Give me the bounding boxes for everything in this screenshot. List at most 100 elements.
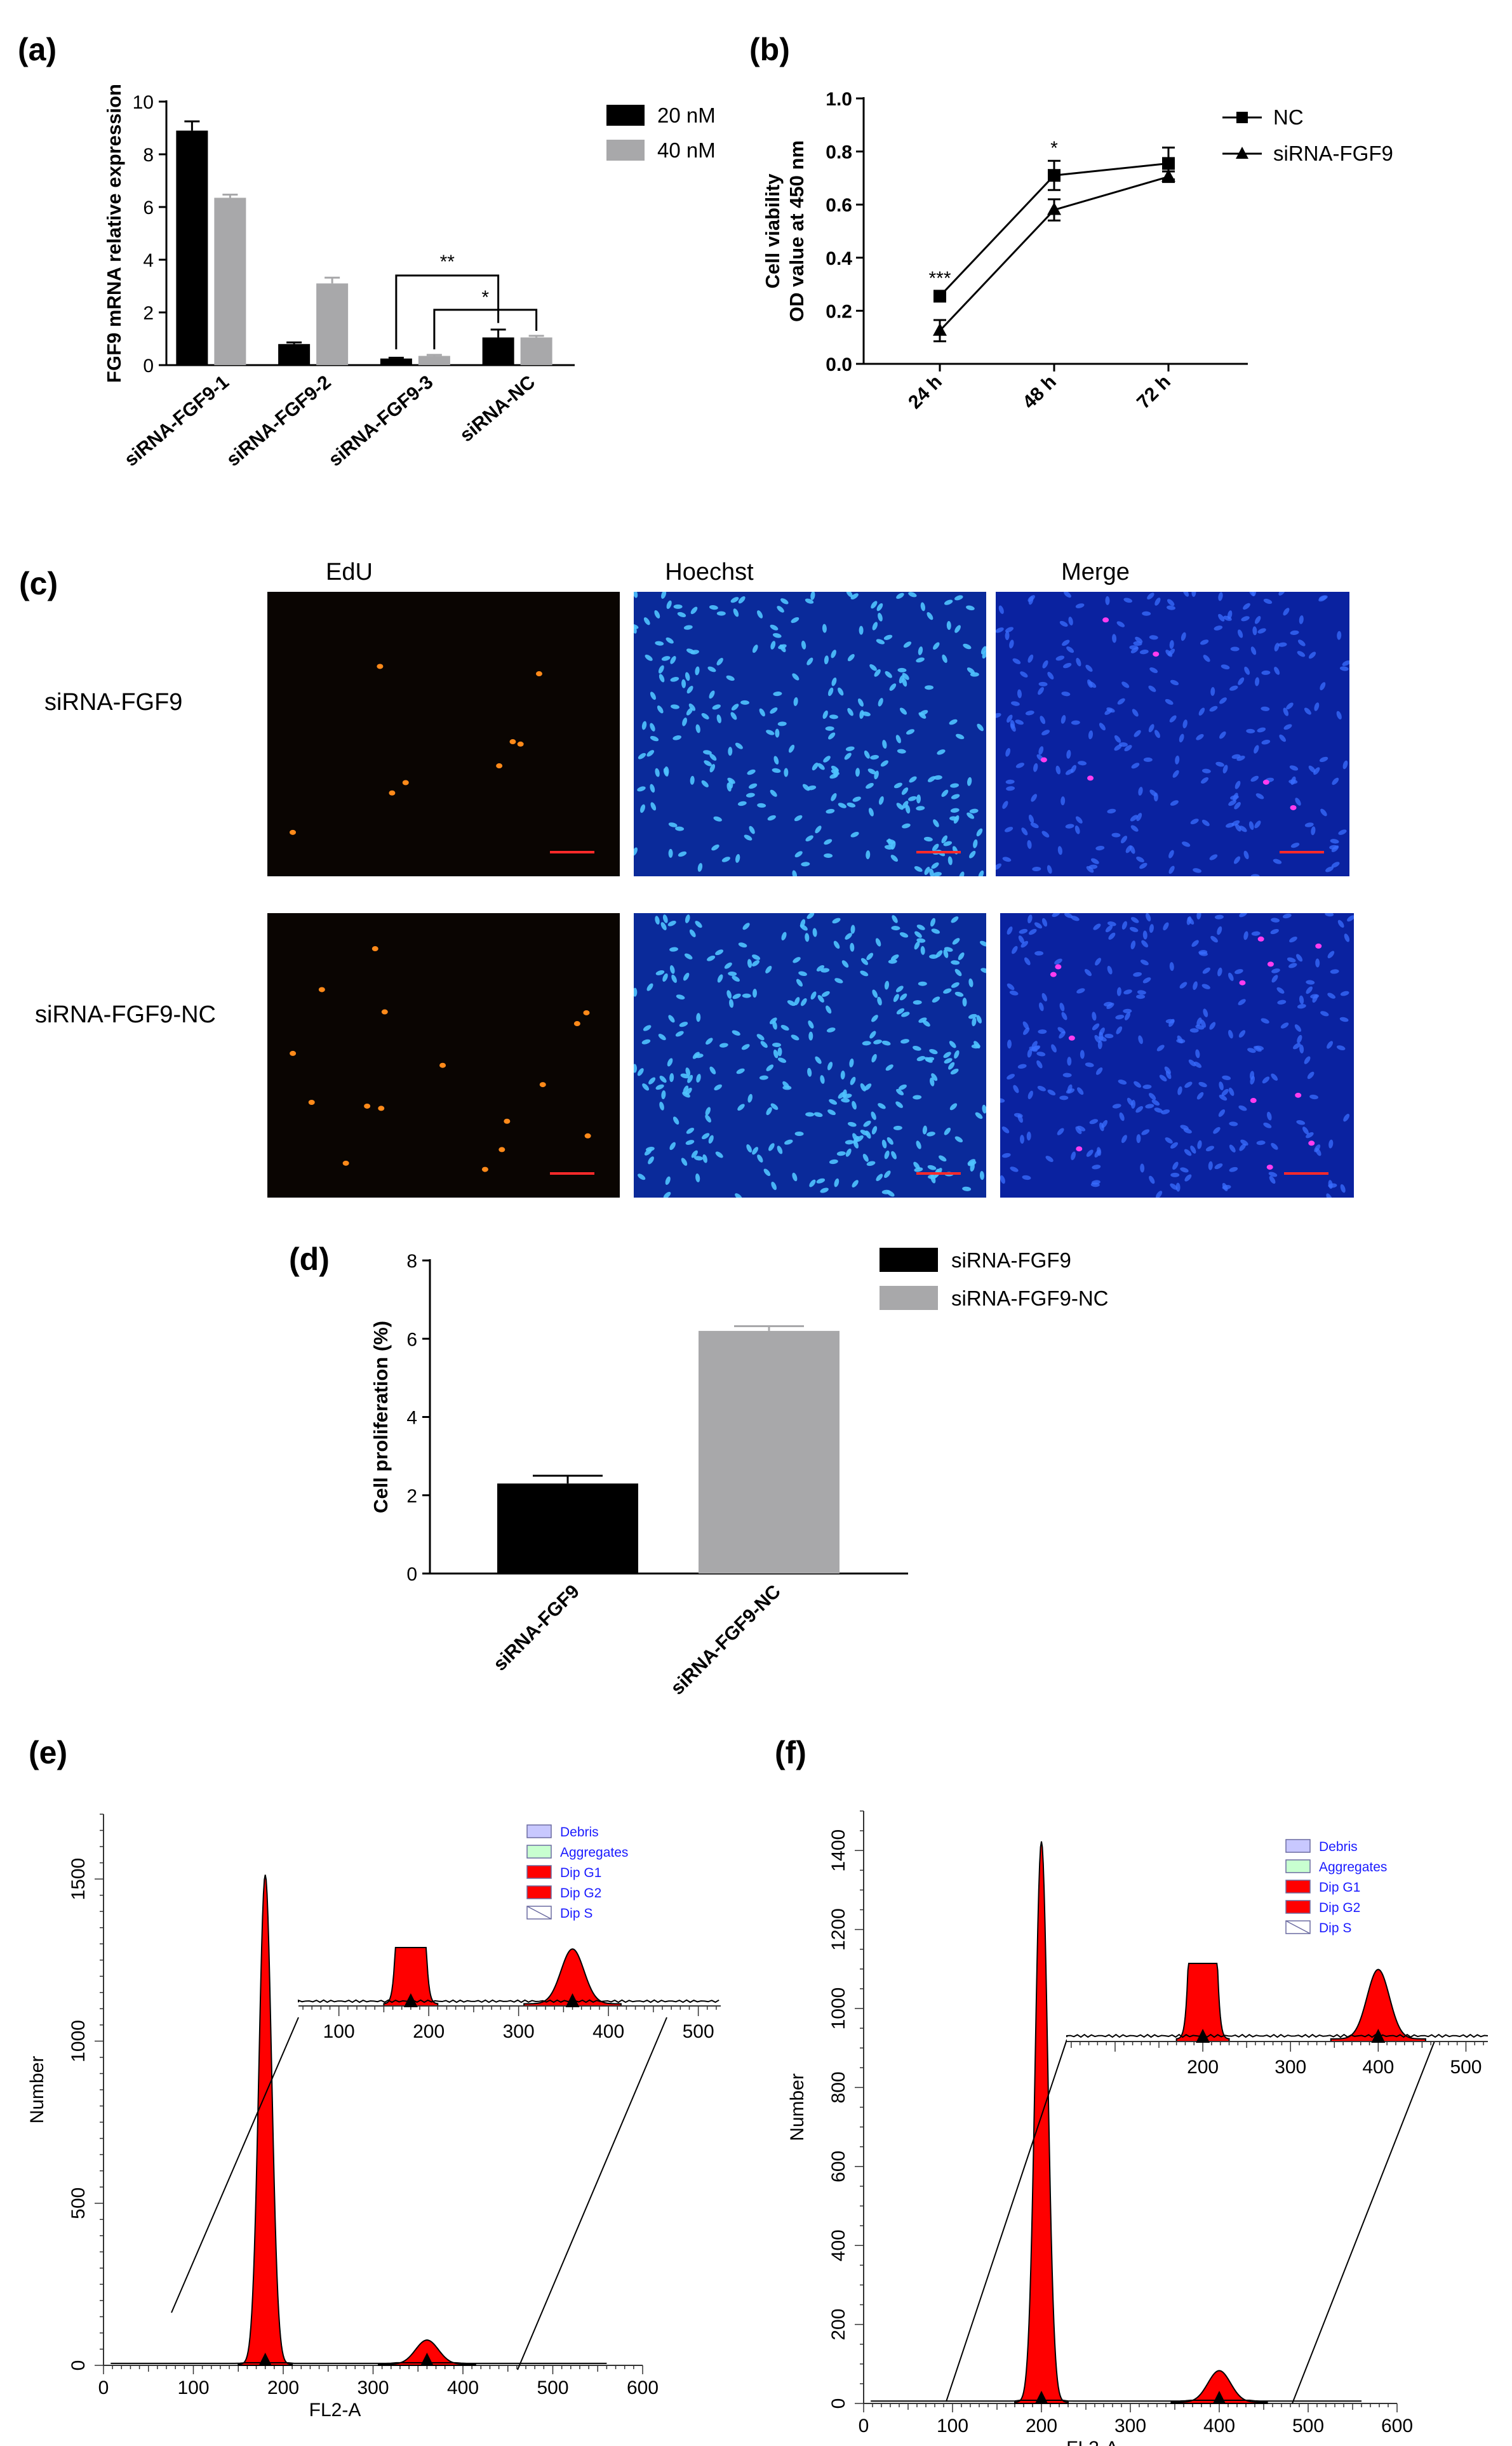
nucleus: [1327, 992, 1335, 999]
nucleus: [1045, 1156, 1054, 1162]
nucleus: [813, 1112, 823, 1118]
nucleus: [1243, 603, 1250, 610]
edu-positive-nucleus: [1266, 1165, 1273, 1170]
nucleus: [705, 1114, 711, 1123]
nucleus: [1010, 1166, 1019, 1172]
nucleus: [1337, 631, 1342, 640]
a-ytick-label: 6: [143, 197, 154, 218]
edu-positive-nucleus: [1295, 1092, 1302, 1098]
nucleus: [670, 677, 679, 682]
nucleus: [1289, 936, 1297, 943]
nucleus: [1269, 1175, 1276, 1184]
nucleus: [1105, 925, 1113, 933]
edu-positive-nucleus: [1315, 943, 1322, 949]
edu-positive-nucleus: [402, 780, 409, 785]
nucleus: [1176, 1038, 1186, 1043]
nucleus: [1123, 1008, 1132, 1013]
nucleus: [849, 1059, 854, 1067]
nucleus: [877, 996, 882, 1006]
nucleus: [1239, 1143, 1246, 1151]
nucleus: [1267, 1111, 1272, 1121]
nucleus: [821, 991, 830, 997]
nucleus: [860, 970, 869, 977]
nucleus: [1263, 1122, 1272, 1128]
m02-image: [996, 592, 1349, 876]
nucleus: [1293, 1043, 1301, 1050]
nucleus: [749, 825, 755, 834]
nucleus: [850, 593, 859, 600]
nucleus: [810, 991, 817, 1000]
nucleus: [834, 978, 843, 984]
nucleus: [1221, 1088, 1229, 1096]
row-title-sirna-fgf9-nc: siRNA-FGF9-NC: [35, 1001, 216, 1028]
nucleus: [914, 866, 923, 872]
nucleus: [1307, 1071, 1315, 1079]
nucleus: [958, 952, 965, 961]
nucleus: [816, 1178, 826, 1184]
nucleus: [662, 914, 668, 923]
nucleus: [943, 841, 953, 846]
fGroup-xtick-label: 200: [1026, 2416, 1057, 2436]
nucleus: [870, 754, 880, 760]
nucleus: [792, 870, 798, 876]
nucleus: [825, 726, 834, 731]
nucleus: [1028, 814, 1034, 824]
nucleus: [902, 672, 909, 680]
micrograph-background: [634, 592, 986, 876]
nucleus: [685, 1140, 695, 1145]
nucleus: [742, 923, 750, 930]
nucleus: [1118, 1079, 1127, 1085]
nucleus: [1172, 770, 1179, 778]
nucleus: [799, 924, 808, 931]
eGroup-peak-marker: [420, 2353, 434, 2365]
edu-positive-nucleus: [509, 739, 516, 745]
nucleus: [646, 750, 655, 757]
nucleus: [646, 983, 653, 991]
b-point-triangle: [1161, 169, 1175, 182]
nucleus: [806, 657, 813, 665]
nucleus: [658, 665, 664, 674]
nucleus: [1295, 798, 1301, 806]
nucleus: [902, 801, 909, 809]
nucleus: [1238, 1105, 1247, 1111]
nucleus: [878, 796, 884, 805]
nucleus: [1306, 980, 1315, 985]
nucleus: [638, 752, 646, 759]
fGroup-ytick-label: 600: [828, 2151, 849, 2182]
nucleus: [846, 592, 853, 598]
nucleus: [784, 1139, 793, 1145]
nucleus: [882, 740, 887, 749]
nucleus: [920, 602, 926, 612]
nucleus: [1019, 1135, 1024, 1144]
nucleus: [845, 1148, 852, 1157]
nucleus: [770, 641, 776, 650]
nucleus: [1195, 1049, 1200, 1059]
nucleus: [733, 608, 739, 617]
nucleus: [716, 658, 723, 665]
nucleus: [1279, 734, 1286, 742]
nucleus: [881, 1139, 887, 1149]
nucleus: [1296, 954, 1303, 962]
nucleus: [847, 1121, 857, 1127]
edu-positive-nucleus: [1050, 972, 1057, 977]
nucleus: [1007, 926, 1013, 935]
edu-positive-nucleus: [1290, 805, 1297, 810]
micrograph-edu-sirna-fgf9-nc: [267, 913, 620, 1198]
nucleus: [937, 749, 946, 755]
a-sig-bracket-1: [395, 274, 500, 350]
edu-positive-nucleus: [342, 1160, 349, 1166]
eGroup-xtick-label: 200: [267, 2377, 299, 2398]
nucleus: [1309, 1094, 1318, 1100]
nucleus: [865, 1130, 871, 1139]
nucleus: [845, 1140, 854, 1145]
d-legend-label-0: siRNA-FGF9: [951, 1248, 1071, 1272]
fGroup-y-axis-label: Number: [787, 2073, 808, 2141]
nucleus: [1297, 1034, 1302, 1044]
nucleus: [950, 808, 960, 813]
panel-b-chart: (b) 0.0 0.2 0.4 0.6 0.8 1.0 Cell viability OD v…: [749, 32, 1393, 413]
nucleus: [683, 625, 693, 630]
nucleus: [1028, 596, 1034, 605]
edu-positive-nucleus: [1040, 757, 1047, 763]
nucleus: [777, 721, 787, 726]
eGroup-ytick-label: 0: [68, 2360, 89, 2371]
